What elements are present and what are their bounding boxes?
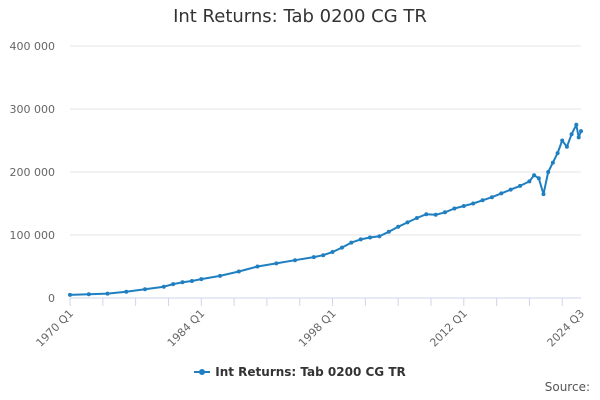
data-point[interactable] (452, 206, 457, 211)
data-point[interactable] (171, 282, 176, 287)
chart-title: Int Returns: Tab 0200 CG TR (173, 6, 427, 27)
data-point[interactable] (311, 255, 316, 260)
gridlines (70, 45, 581, 236)
data-point[interactable] (499, 191, 504, 196)
data-point[interactable] (218, 273, 222, 278)
legend-line-marker-icon (194, 366, 211, 378)
series-group[interactable] (68, 122, 583, 297)
data-point[interactable] (443, 210, 447, 215)
x-tick-label: 1998 Q1 (296, 307, 339, 350)
source-credit[interactable]: Source: (544, 380, 590, 394)
y-tick-label: 400 000 (10, 40, 56, 53)
data-point[interactable] (143, 287, 147, 292)
data-point[interactable] (377, 234, 382, 239)
data-point[interactable] (405, 220, 410, 225)
data-point[interactable] (349, 240, 354, 245)
data-point[interactable] (489, 195, 494, 200)
data-point[interactable] (532, 173, 537, 178)
data-point[interactable] (555, 151, 560, 156)
data-point[interactable] (461, 204, 466, 208)
data-point[interactable] (330, 250, 335, 254)
data-point[interactable] (321, 253, 326, 258)
data-point[interactable] (541, 192, 546, 197)
data-point[interactable] (180, 280, 185, 285)
y-axis-tick-labels: 0 100 000 200 000 300 000 400 000 (10, 40, 56, 305)
data-point[interactable] (471, 201, 476, 206)
y-tick-label: 200 000 (10, 166, 56, 179)
x-axis-ticks (69, 298, 563, 306)
x-axis-tick-labels: 1970 Q1 1984 Q1 1998 Q1 2012 Q1 2024 Q3 (34, 307, 588, 350)
data-point[interactable] (86, 292, 91, 297)
legend-label: Int Returns: Tab 0200 CG TR (215, 365, 406, 379)
x-tick-label: 2024 Q3 (545, 307, 588, 350)
data-point[interactable] (576, 135, 581, 140)
data-point[interactable] (424, 212, 429, 217)
data-point[interactable] (569, 132, 574, 137)
x-tick-label: 1970 Q1 (34, 307, 77, 350)
data-point[interactable] (339, 245, 344, 250)
data-point[interactable] (358, 237, 363, 242)
data-point[interactable] (546, 170, 551, 174)
data-point[interactable] (293, 258, 297, 263)
data-point[interactable] (105, 291, 110, 296)
data-point[interactable] (480, 198, 485, 203)
legend: Int Returns: Tab 0200 CG TR (0, 365, 600, 381)
data-point[interactable] (574, 122, 579, 127)
x-tick-label: 1984 Q1 (165, 307, 208, 350)
data-point[interactable] (518, 183, 523, 188)
legend-item[interactable]: Int Returns: Tab 0200 CG TR (194, 365, 406, 379)
data-point[interactable] (536, 176, 541, 181)
y-tick-label: 100 000 (10, 229, 56, 242)
data-point[interactable] (368, 235, 372, 240)
data-point[interactable] (199, 277, 204, 282)
data-point[interactable] (124, 289, 129, 294)
y-tick-label: 0 (48, 292, 55, 305)
series-line[interactable] (69, 123, 582, 296)
data-point[interactable] (255, 264, 260, 269)
data-point[interactable] (414, 216, 419, 220)
data-point[interactable] (433, 212, 438, 217)
data-point[interactable] (386, 229, 391, 234)
data-point[interactable] (189, 279, 194, 283)
data-point[interactable] (560, 138, 565, 143)
data-point[interactable] (396, 224, 401, 229)
data-point[interactable] (564, 144, 569, 149)
data-point[interactable] (550, 160, 555, 165)
data-point[interactable] (527, 179, 532, 184)
data-point[interactable] (68, 292, 72, 297)
data-point[interactable] (508, 187, 513, 192)
data-point[interactable] (161, 284, 166, 289)
x-tick-label: 2012 Q1 (427, 307, 470, 350)
y-tick-label: 300 000 (10, 103, 56, 116)
data-point[interactable] (274, 261, 279, 266)
data-point[interactable] (579, 129, 583, 134)
data-point[interactable] (236, 269, 241, 274)
